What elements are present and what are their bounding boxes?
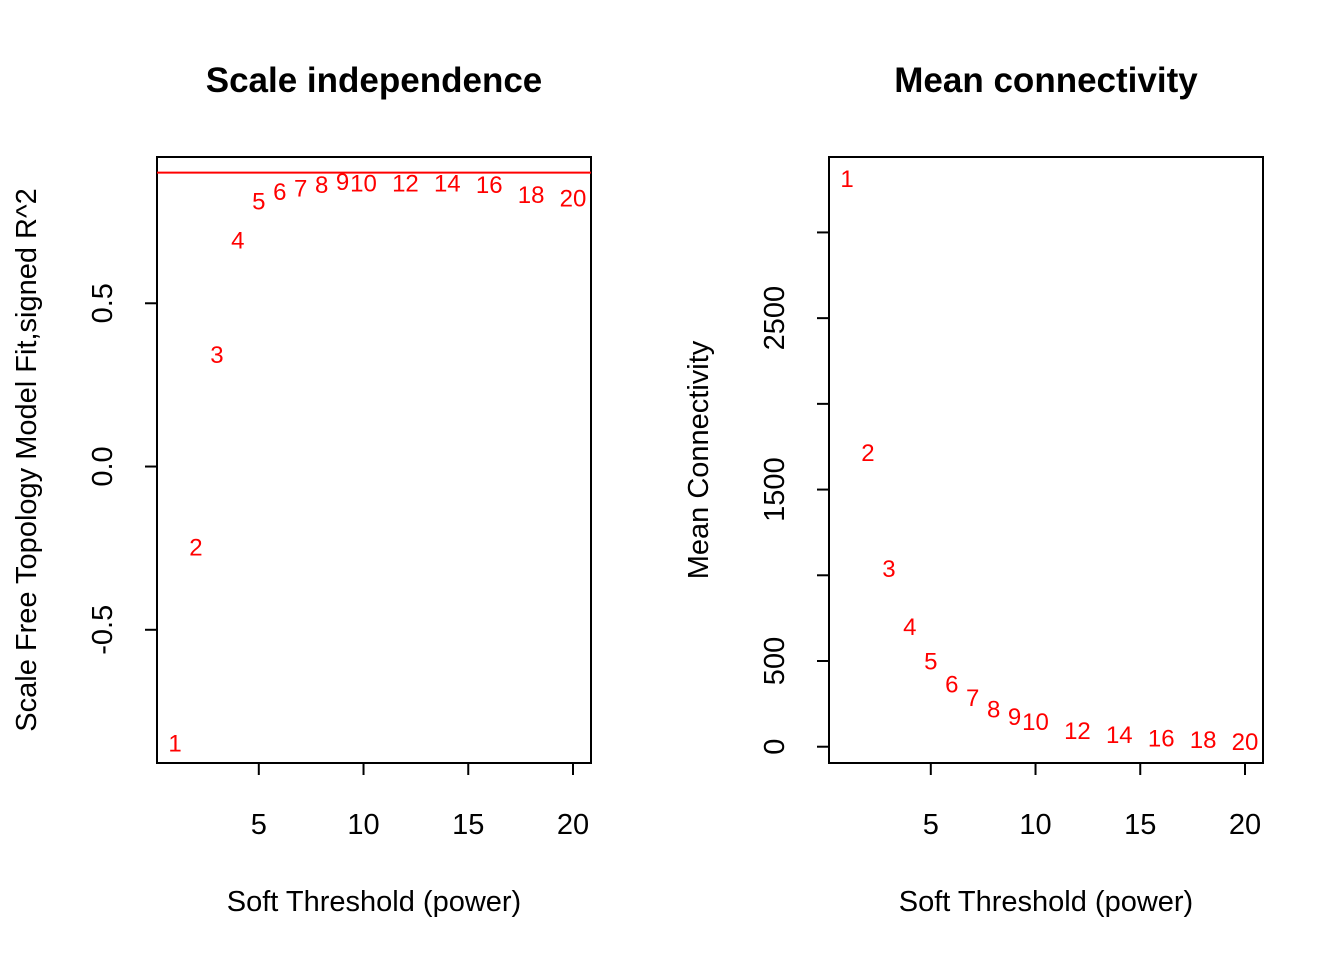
x-tick-label: 5 <box>923 809 939 841</box>
data-point-label: 14 <box>434 171 461 198</box>
y-axis-label: Mean Connectivity <box>683 340 715 579</box>
data-point-label: 9 <box>336 169 349 196</box>
plot-frame <box>156 156 592 764</box>
data-point-label: 6 <box>945 672 958 699</box>
data-point-label: 1 <box>168 731 181 758</box>
data-point-label: 3 <box>882 556 895 583</box>
data-point-label: 10 <box>350 171 377 198</box>
plot-frame <box>828 156 1264 764</box>
y-tick-label: 0.5 <box>87 283 119 323</box>
data-point-label: 8 <box>987 696 1000 723</box>
data-point-label: 5 <box>924 648 937 675</box>
data-point-label: 2 <box>861 440 874 467</box>
x-tick-label: 20 <box>557 809 589 841</box>
y-axis-label: Scale Free Topology Model Fit,signed R^2 <box>11 188 43 731</box>
data-point-label: 18 <box>1190 727 1217 754</box>
x-axis: 5 10 15 20 <box>923 763 1261 841</box>
x-tick-label: 15 <box>1124 809 1156 841</box>
data-point-label: 12 <box>392 171 419 198</box>
data-point-label: 16 <box>1148 726 1175 753</box>
data-point-label: 20 <box>560 185 587 212</box>
data-point-label: 7 <box>294 175 307 202</box>
x-axis-label: Soft Threshold (power) <box>899 886 1193 918</box>
y-tick-label: -0.5 <box>87 605 119 655</box>
data-point-label: 8 <box>315 172 328 199</box>
data-point-label: 4 <box>903 614 916 641</box>
y-tick-label: 500 <box>759 637 791 685</box>
y-tick-label: 0.0 <box>87 446 119 486</box>
chart-title: Mean connectivity <box>894 61 1198 100</box>
x-tick-label: 20 <box>1229 809 1261 841</box>
data-point-label: 3 <box>210 342 223 369</box>
data-point-label: 4 <box>231 228 244 255</box>
y-tick-label: 0 <box>759 739 791 755</box>
x-axis-label: Soft Threshold (power) <box>227 886 521 918</box>
data-point-label: 6 <box>273 179 286 206</box>
data-point-label: 1 <box>840 166 853 193</box>
y-axis: 0 500 1500 2500 <box>759 231 829 755</box>
panel-scale-independence: Scale independence 5 10 15 20 -0.50.00.5 12… <box>11 61 592 918</box>
x-tick-label: 15 <box>452 809 484 841</box>
data-point-label: 18 <box>518 182 545 209</box>
data-point-label: 16 <box>476 172 503 199</box>
data-point-label: 12 <box>1064 718 1091 745</box>
y-tick-label: 1500 <box>759 457 791 522</box>
data-point-label: 2 <box>189 535 202 562</box>
data-point-label: 20 <box>1232 729 1259 756</box>
data-point-label: 7 <box>966 685 979 712</box>
x-tick-label: 10 <box>347 809 379 841</box>
data-point-label: 10 <box>1022 709 1049 736</box>
data-point-label: 14 <box>1106 722 1133 749</box>
chart-title: Scale independence <box>206 61 543 100</box>
data-point-label: 5 <box>252 189 265 216</box>
x-tick-label: 10 <box>1019 809 1051 841</box>
x-axis: 5 10 15 20 <box>251 763 589 841</box>
x-tick-label: 5 <box>251 809 267 841</box>
y-tick-label: 2500 <box>759 286 791 351</box>
data-point-label: 9 <box>1008 704 1021 731</box>
y-axis: -0.5 0.0 0.5 <box>87 283 157 655</box>
